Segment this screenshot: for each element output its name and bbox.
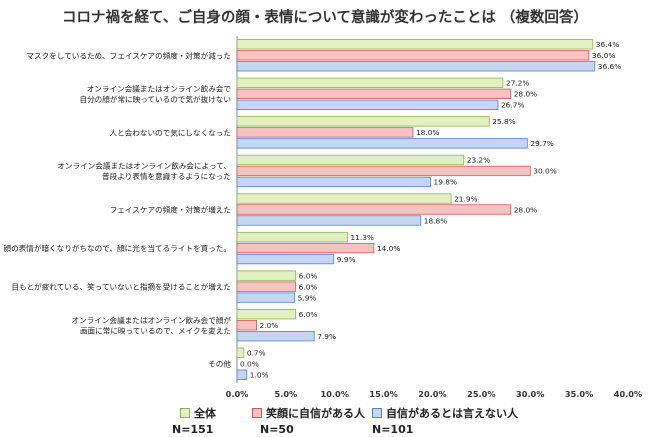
bar	[236, 116, 490, 127]
bar	[236, 99, 499, 110]
bars	[236, 39, 596, 380]
x-tick-label: 35.0%	[565, 389, 593, 399]
value-labels: 36.4% 36.0% 36.6% 27.2% 28.0% 26.7% 25.8% 18.0%…	[240, 40, 621, 379]
bar	[236, 77, 504, 88]
data-label: 36.4%	[596, 40, 619, 49]
legend-swatch-all	[180, 408, 190, 418]
category-label: 顔の表情が暗くなりがちなので、顔に光を当てるライトを買った。	[3, 243, 231, 253]
category-label: その他	[208, 359, 231, 369]
x-tick-labels: 0.0% 5.0% 10.0% 15.0% 20.0% 25.0% 30.0% 35.0% 40…	[226, 389, 643, 399]
data-label: 19.8%	[434, 178, 457, 187]
data-label: 30.0%	[533, 167, 556, 176]
bar	[236, 242, 375, 254]
category-labels: マスクをしているため、フェイスケアの頻度・対策が減ったオンライン会議またはオンラ…	[3, 50, 231, 368]
legend-label-confident: 笑顔に自信がある人	[266, 407, 365, 420]
x-tick-label: 20.0%	[418, 389, 446, 399]
bar	[236, 281, 297, 292]
data-label: 14.0%	[377, 244, 400, 253]
chart-title: コロナ禍を経て、ご自身の顔・表情について意識が変わったことは （複数回答）	[62, 8, 588, 26]
bar	[236, 176, 431, 188]
bar	[236, 215, 422, 226]
data-label: 21.9%	[454, 194, 477, 203]
data-label: 28.0%	[514, 205, 537, 214]
bar	[236, 231, 348, 243]
bar	[236, 253, 335, 265]
bar	[236, 204, 512, 215]
bar	[236, 39, 594, 50]
data-label: 7.9%	[317, 332, 336, 341]
bar	[236, 165, 531, 177]
data-label: 6.0%	[299, 282, 318, 291]
data-label: 18.8%	[424, 216, 447, 225]
legend-n-confident: N=50	[260, 423, 294, 436]
bar	[236, 61, 596, 72]
data-label: 36.0%	[592, 51, 615, 60]
data-label: 6.0%	[299, 271, 318, 280]
legend-item-not-confident: 自信があるとは言えない人	[372, 405, 518, 421]
category-label: オンライン会議またはオンライン飲み会によって、普段より表情を意識するようになった	[57, 161, 231, 182]
data-label: 11.3%	[350, 233, 373, 242]
x-tick-label: 0.0%	[226, 389, 249, 399]
data-label: 23.2%	[467, 156, 490, 165]
x-tick-label: 5.0%	[275, 389, 298, 399]
x-tick-label: 10.0%	[321, 389, 349, 399]
data-label: 25.8%	[492, 117, 515, 126]
data-label: 9.9%	[337, 255, 356, 264]
data-label: 2.0%	[260, 321, 279, 330]
bar	[236, 347, 245, 358]
data-label: 6.0%	[299, 310, 318, 319]
legend-n-all: N=151	[172, 423, 214, 436]
data-label: 0.0%	[240, 359, 259, 368]
data-label: 36.6%	[598, 62, 621, 71]
x-tick-label: 15.0%	[369, 389, 397, 399]
data-label: 18.0%	[416, 128, 439, 137]
category-label: オンライン会議またはオンライン飲み会で顔が画面に常に映っているので、メイクを変え…	[72, 315, 232, 336]
bar	[236, 320, 257, 331]
bar	[236, 292, 296, 303]
legend-label-not-confident: 自信があるとは言えない人	[386, 407, 518, 420]
bar	[236, 369, 248, 380]
bar	[236, 138, 528, 149]
legend-item-confident: 笑顔に自信がある人	[252, 405, 365, 421]
x-tick-label: 30.0%	[516, 389, 544, 399]
data-label: 27.2%	[506, 79, 529, 88]
category-label: 人と会わないので気にしなくなった	[110, 127, 232, 137]
x-tick-label: 25.0%	[467, 389, 495, 399]
data-label: 0.7%	[247, 348, 266, 357]
legend-n-not-confident: N=101	[372, 423, 414, 436]
legend-item-all: 全体	[180, 405, 216, 421]
bar	[236, 309, 297, 320]
bar	[236, 88, 512, 99]
data-label: 26.7%	[501, 101, 524, 110]
data-label: 5.9%	[298, 293, 317, 302]
bar	[236, 193, 452, 204]
bar	[236, 127, 414, 138]
category-label: オンライン会議またはオンライン飲み会で自分の顔が常に映っているので気が抜けない	[80, 84, 232, 105]
category-label: 目もとが疲れている、笑っていないと指摘を受けることが増えた	[12, 282, 231, 292]
category-label: フェイスケアの頻度・対策が増えた	[110, 205, 231, 215]
bar	[236, 50, 590, 61]
data-label: 29.7%	[530, 139, 553, 148]
data-label: 1.0%	[250, 370, 269, 379]
category-label: マスクをしているため、フェイスケアの頻度・対策が減った	[26, 50, 231, 60]
bar	[236, 331, 315, 342]
bar	[236, 270, 297, 281]
x-tick-label: 40.0%	[614, 389, 642, 399]
legend-label-all: 全体	[194, 407, 216, 420]
legend-swatch-not-confident	[372, 408, 382, 418]
bar	[236, 154, 465, 166]
legend-swatch-confident	[252, 408, 262, 418]
data-label: 28.0%	[514, 90, 537, 99]
